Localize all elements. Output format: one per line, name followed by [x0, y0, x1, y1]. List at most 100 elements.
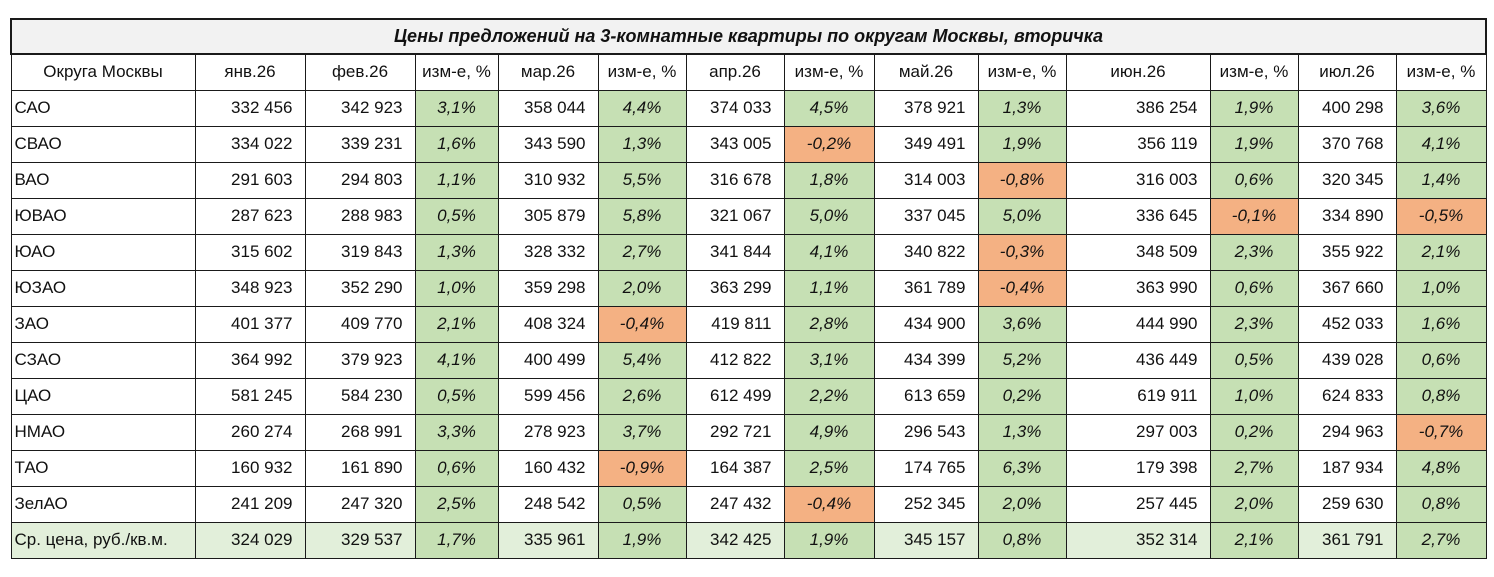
- district-cell: ЗелАО: [10, 485, 196, 523]
- change-cell: 0,6%: [1395, 341, 1487, 379]
- price-cell: 321 067: [685, 197, 785, 235]
- price-cell: 401 377: [194, 305, 306, 343]
- change-cell: 2,0%: [597, 269, 687, 307]
- price-cell: 408 324: [497, 305, 599, 343]
- district-cell: ВАО: [10, 161, 196, 199]
- price-cell: 259 630: [1297, 485, 1397, 523]
- header-district: Округа Москвы: [10, 53, 196, 91]
- change-cell: 0,2%: [977, 377, 1067, 415]
- price-cell: 335 961: [497, 521, 599, 559]
- change-cell: 5,0%: [977, 197, 1067, 235]
- change-cell: 4,1%: [1395, 125, 1487, 163]
- table-row: НМАО 260 274 268 991 3,3% 278 923 3,7% 292 721…: [10, 413, 1487, 451]
- price-cell: 334 890: [1297, 197, 1397, 235]
- price-cell: 409 770: [304, 305, 416, 343]
- change-cell: -0,8%: [977, 161, 1067, 199]
- price-cell: 248 542: [497, 485, 599, 523]
- header-change-pct: изм-е, %: [1395, 53, 1487, 91]
- price-cell: 352 314: [1065, 521, 1211, 559]
- price-cell: 341 844: [685, 233, 785, 271]
- change-cell: 5,5%: [597, 161, 687, 199]
- change-cell: -0,2%: [783, 125, 875, 163]
- change-cell: 0,5%: [597, 485, 687, 523]
- change-cell: 2,3%: [1209, 233, 1299, 271]
- price-cell: 294 803: [304, 161, 416, 199]
- price-cell: 370 768: [1297, 125, 1397, 163]
- price-cell: 361 791: [1297, 521, 1397, 559]
- table-row: САО 332 456 342 923 3,1% 358 044 4,4% 374 033 4…: [10, 89, 1487, 127]
- price-cell: 379 923: [304, 341, 416, 379]
- change-cell: 1,8%: [783, 161, 875, 199]
- price-cell: 305 879: [497, 197, 599, 235]
- price-cell: 348 923: [194, 269, 306, 307]
- price-cell: 374 033: [685, 89, 785, 127]
- price-cell: 599 456: [497, 377, 599, 415]
- change-cell: 2,7%: [597, 233, 687, 271]
- price-cell: 328 332: [497, 233, 599, 271]
- change-cell: -0,5%: [1395, 197, 1487, 235]
- header-month: фев.26: [304, 53, 416, 91]
- change-cell: 3,7%: [597, 413, 687, 451]
- price-cell: 288 983: [304, 197, 416, 235]
- change-cell: 4,4%: [597, 89, 687, 127]
- change-cell: 2,1%: [1209, 521, 1299, 559]
- price-cell: 339 231: [304, 125, 416, 163]
- change-cell: 5,4%: [597, 341, 687, 379]
- change-cell: 3,1%: [414, 89, 499, 127]
- change-cell: 0,5%: [414, 377, 499, 415]
- table-row: ЗелАО 241 209 247 320 2,5% 248 542 0,5% 247 43…: [10, 485, 1487, 523]
- change-cell: 0,6%: [414, 449, 499, 487]
- change-cell: 5,2%: [977, 341, 1067, 379]
- change-cell: 3,1%: [783, 341, 875, 379]
- change-cell: 4,5%: [783, 89, 875, 127]
- change-cell: 1,7%: [414, 521, 499, 559]
- change-cell: 4,1%: [783, 233, 875, 271]
- price-cell: 581 245: [194, 377, 306, 415]
- district-cell: СЗАО: [10, 341, 196, 379]
- header-month: июн.26: [1065, 53, 1211, 91]
- change-cell: 1,1%: [783, 269, 875, 307]
- change-cell: 1,0%: [1209, 377, 1299, 415]
- price-cell: 164 387: [685, 449, 785, 487]
- district-cell: ЦАО: [10, 377, 196, 415]
- header-month: июл.26: [1297, 53, 1397, 91]
- district-cell: ЮВАО: [10, 197, 196, 235]
- change-cell: 2,3%: [1209, 305, 1299, 343]
- change-cell: -0,9%: [597, 449, 687, 487]
- price-cell: 434 900: [873, 305, 979, 343]
- change-cell: -0,4%: [977, 269, 1067, 307]
- price-cell: 613 659: [873, 377, 979, 415]
- price-cell: 584 230: [304, 377, 416, 415]
- change-cell: 5,0%: [783, 197, 875, 235]
- change-cell: 2,1%: [414, 305, 499, 343]
- price-cell: 340 822: [873, 233, 979, 271]
- price-cell: 361 789: [873, 269, 979, 307]
- change-cell: 1,3%: [977, 413, 1067, 451]
- price-cell: 386 254: [1065, 89, 1211, 127]
- table-row: ЮВАО 287 623 288 983 0,5% 305 879 5,8% 321 067…: [10, 197, 1487, 235]
- table-row: СЗАО 364 992 379 923 4,1% 400 499 5,4% 412 822…: [10, 341, 1487, 379]
- change-cell: 2,0%: [1209, 485, 1299, 523]
- change-cell: 5,8%: [597, 197, 687, 235]
- price-cell: 359 298: [497, 269, 599, 307]
- price-cell: 160 932: [194, 449, 306, 487]
- price-cell: 316 678: [685, 161, 785, 199]
- header-change-pct: изм-е, %: [597, 53, 687, 91]
- table-row: ЦАО 581 245 584 230 0,5% 599 456 2,6% 612 499 2…: [10, 377, 1487, 415]
- price-cell: 160 432: [497, 449, 599, 487]
- change-cell: -0,4%: [783, 485, 875, 523]
- price-cell: 241 209: [194, 485, 306, 523]
- change-cell: 1,9%: [1209, 89, 1299, 127]
- change-cell: 3,6%: [1395, 89, 1487, 127]
- price-cell: 287 623: [194, 197, 306, 235]
- change-cell: 4,1%: [414, 341, 499, 379]
- average-label: Ср. цена, руб./кв.м.: [10, 521, 196, 559]
- price-cell: 296 543: [873, 413, 979, 451]
- price-cell: 324 029: [194, 521, 306, 559]
- change-cell: 2,2%: [783, 377, 875, 415]
- district-cell: ЮЗАО: [10, 269, 196, 307]
- change-cell: 0,8%: [1395, 377, 1487, 415]
- price-cell: 278 923: [497, 413, 599, 451]
- district-cell: ЗАО: [10, 305, 196, 343]
- price-table: Цены предложений на 3-комнатные квартиры…: [10, 18, 1487, 559]
